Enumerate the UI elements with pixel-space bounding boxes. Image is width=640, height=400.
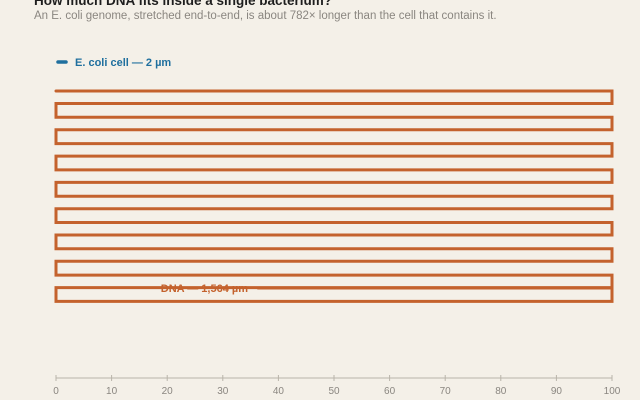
x-tick-label: 0 — [53, 386, 59, 397]
x-tick-label: 100 — [604, 386, 621, 397]
x-tick-label: 60 — [384, 386, 396, 397]
x-tick-label: 90 — [551, 386, 563, 397]
cell-legend-label: E. coli cell — 2 µm — [75, 57, 171, 69]
x-tick-label: 50 — [328, 386, 340, 397]
dna-strand-line — [54, 89, 614, 303]
x-tick-label: 10 — [106, 386, 118, 397]
x-tick-label: 40 — [273, 386, 285, 397]
chart-title: How much DNA fits inside a single bacter… — [34, 0, 333, 8]
dna-label: DNA — 1,564 µm — [161, 283, 248, 295]
chart-subtitle: An E. coli genome, stretched end-to-end,… — [34, 10, 497, 22]
x-tick-label: 70 — [440, 386, 452, 397]
x-tick-label: 20 — [162, 386, 174, 397]
x-tick-label: 30 — [217, 386, 229, 397]
x-tick-label: 80 — [495, 386, 507, 397]
